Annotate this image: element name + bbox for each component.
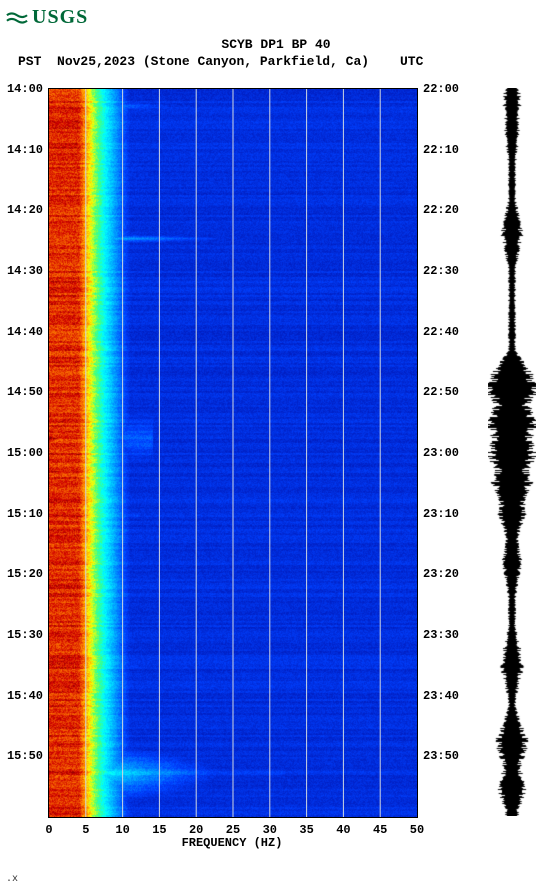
ytick-right: 22:20 <box>423 203 459 217</box>
ytick-right: 23:00 <box>423 446 459 460</box>
waveform-trace <box>488 88 536 816</box>
ytick-right: 22:40 <box>423 325 459 339</box>
ytick-right: 23:20 <box>423 567 459 581</box>
ytick-left: 15:10 <box>7 507 43 521</box>
ytick-right: 23:30 <box>423 628 459 642</box>
ytick-right: 23:10 <box>423 507 459 521</box>
ytick-right: 23:40 <box>423 689 459 703</box>
title-line-1: SCYB DP1 BP 40 <box>0 36 552 54</box>
ytick-left: 14:30 <box>7 264 43 278</box>
chart-title: SCYB DP1 BP 40 <box>0 36 552 54</box>
ytick-left: 15:00 <box>7 446 43 460</box>
xtick: 25 <box>226 823 240 837</box>
usgs-logo: USGS <box>6 6 88 29</box>
xtick: 10 <box>115 823 129 837</box>
xtick: 0 <box>45 823 52 837</box>
ytick-left: 14:10 <box>7 143 43 157</box>
xtick: 50 <box>410 823 424 837</box>
xtick: 5 <box>82 823 89 837</box>
ytick-left: 14:40 <box>7 325 43 339</box>
ytick-right: 22:30 <box>423 264 459 278</box>
ytick-right: 22:00 <box>423 82 459 96</box>
spectrogram-canvas <box>49 89 417 817</box>
ytick-left: 15:50 <box>7 749 43 763</box>
ytick-left: 14:00 <box>7 82 43 96</box>
xtick: 30 <box>263 823 277 837</box>
footnote: .x <box>6 874 18 885</box>
x-axis-label: FREQUENCY (HZ) <box>48 836 416 850</box>
spectrogram-plot: 14:0014:1014:2014:3014:4014:5015:0015:10… <box>48 88 418 818</box>
tz-right-label: UTC <box>400 54 423 69</box>
ytick-left: 15:20 <box>7 567 43 581</box>
ytick-left: 14:20 <box>7 203 43 217</box>
ytick-right: 22:10 <box>423 143 459 157</box>
usgs-logo-text: USGS <box>32 6 88 29</box>
xtick: 40 <box>336 823 350 837</box>
ytick-right: 23:50 <box>423 749 459 763</box>
ytick-left: 15:30 <box>7 628 43 642</box>
xtick: 15 <box>152 823 166 837</box>
ytick-right: 22:50 <box>423 385 459 399</box>
usgs-wave-icon <box>6 9 28 27</box>
xtick: 20 <box>189 823 203 837</box>
xtick: 35 <box>299 823 313 837</box>
ytick-left: 14:50 <box>7 385 43 399</box>
ytick-left: 15:40 <box>7 689 43 703</box>
xtick: 45 <box>373 823 387 837</box>
tz-left-label: PST Nov25,2023 (Stone Canyon, Parkfield,… <box>18 54 369 69</box>
